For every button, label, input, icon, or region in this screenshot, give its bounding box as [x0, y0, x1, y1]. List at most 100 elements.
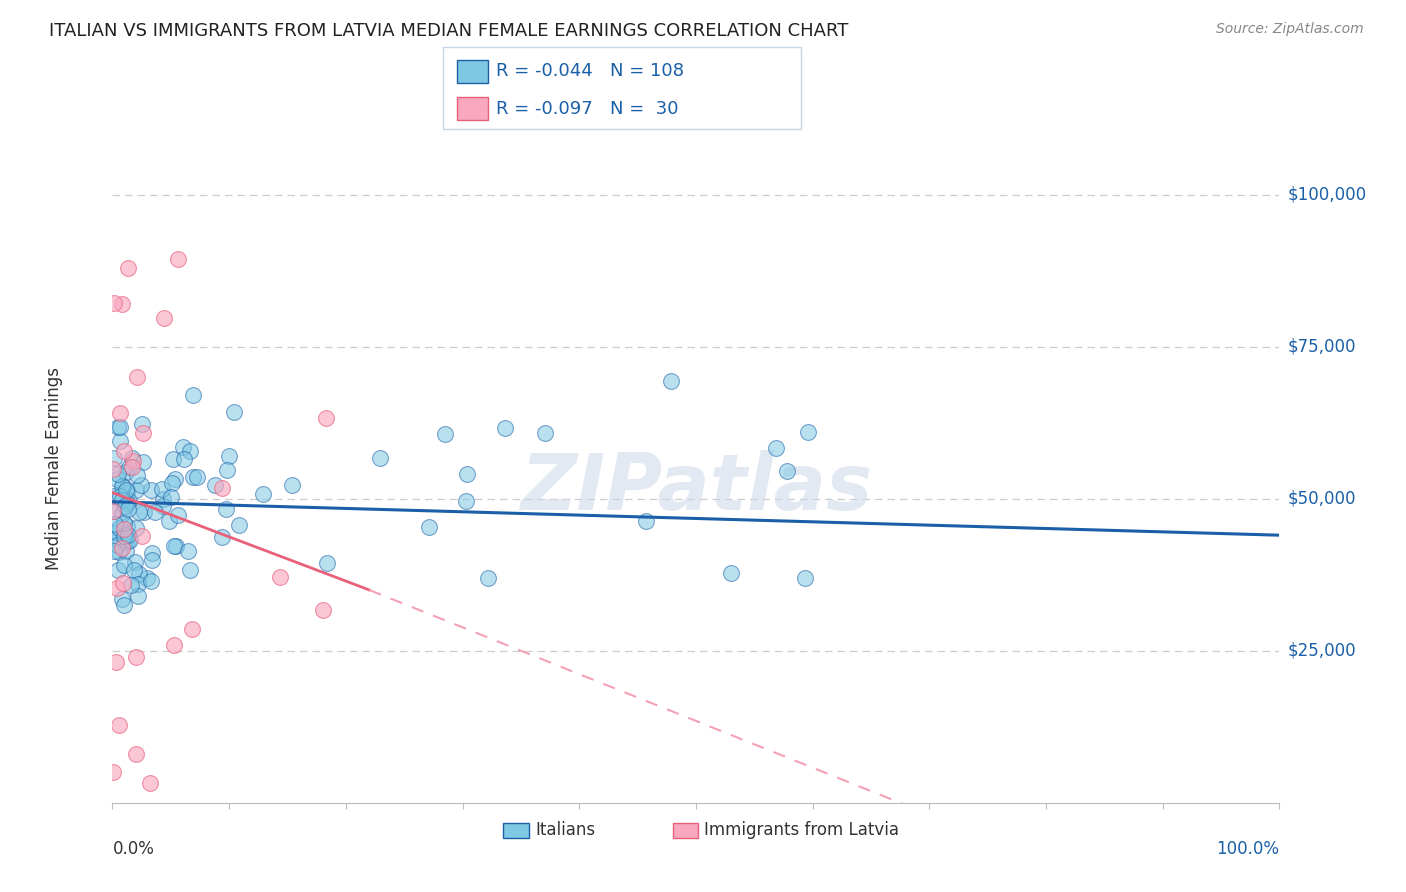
Point: [108, 434, 131, 448]
Point: [111, 541, 134, 555]
Point: [108, 406, 131, 420]
Point: [115, 483, 138, 497]
Point: [115, 484, 138, 499]
Point: [215, 463, 238, 477]
Point: [173, 452, 195, 467]
Point: [368, 450, 391, 465]
Point: [103, 504, 125, 518]
Point: [252, 487, 274, 501]
Point: [165, 539, 187, 553]
Point: [167, 252, 190, 266]
Point: [139, 574, 162, 588]
Point: [128, 566, 150, 581]
Point: [152, 492, 174, 507]
Point: [131, 417, 153, 431]
Point: [269, 570, 291, 584]
Point: [131, 425, 153, 440]
Point: [179, 563, 201, 577]
Point: [111, 297, 134, 311]
Text: $75,000: $75,000: [1288, 338, 1357, 356]
Point: [315, 411, 337, 425]
Point: [125, 483, 148, 497]
Point: [111, 507, 134, 521]
Point: [114, 525, 136, 540]
Point: [110, 490, 132, 504]
Point: [124, 555, 146, 569]
Point: [121, 450, 143, 465]
Point: [456, 494, 478, 508]
Point: [122, 454, 145, 468]
Point: [160, 490, 183, 504]
Point: [111, 492, 134, 507]
Point: [114, 499, 136, 513]
Point: [117, 260, 139, 275]
Point: [312, 603, 335, 617]
Point: [659, 374, 682, 388]
Point: [101, 503, 124, 517]
Point: [186, 470, 208, 484]
Point: [117, 534, 139, 549]
FancyBboxPatch shape: [672, 823, 699, 838]
Point: [152, 499, 174, 513]
Point: [125, 370, 148, 384]
Point: [134, 505, 156, 519]
Point: [105, 538, 128, 552]
Point: [211, 530, 233, 544]
Text: R = -0.097   N =  30: R = -0.097 N = 30: [496, 100, 679, 118]
Point: [222, 404, 245, 418]
Point: [141, 553, 163, 567]
Point: [162, 451, 184, 466]
Point: [107, 467, 129, 481]
Point: [112, 529, 135, 543]
Text: R = -0.044   N = 108: R = -0.044 N = 108: [496, 62, 685, 80]
Point: [181, 469, 204, 483]
Point: [103, 517, 125, 532]
Point: [177, 544, 200, 558]
Point: [228, 518, 250, 533]
Point: [166, 508, 188, 523]
Text: $25,000: $25,000: [1288, 641, 1357, 660]
Point: [114, 535, 136, 549]
Point: [143, 505, 166, 519]
Point: [112, 444, 135, 458]
Point: [180, 622, 202, 636]
Point: [115, 465, 138, 479]
Point: [434, 427, 457, 442]
Point: [172, 440, 194, 454]
Point: [111, 592, 134, 607]
Point: [127, 576, 149, 591]
Point: [120, 533, 142, 547]
Point: [124, 747, 146, 761]
Point: [494, 421, 516, 435]
Point: [163, 539, 186, 553]
Point: [103, 489, 125, 503]
Point: [117, 527, 139, 541]
Point: [112, 516, 135, 531]
Point: [215, 502, 238, 516]
Point: [125, 521, 148, 535]
Point: [131, 529, 153, 543]
Point: [135, 572, 157, 586]
Point: [163, 638, 186, 652]
Point: [179, 444, 201, 458]
Point: [104, 524, 127, 539]
Point: [103, 532, 125, 546]
Point: [127, 589, 149, 603]
Text: $100,000: $100,000: [1288, 186, 1367, 203]
Text: Italians: Italians: [534, 822, 595, 839]
Point: [105, 473, 128, 487]
Point: [160, 476, 183, 491]
Point: [101, 462, 124, 476]
Point: [110, 420, 132, 434]
Text: Source: ZipAtlas.com: Source: ZipAtlas.com: [1216, 22, 1364, 37]
Point: [181, 388, 204, 402]
Point: [107, 581, 129, 595]
Point: [218, 449, 240, 463]
Text: Immigrants from Latvia: Immigrants from Latvia: [704, 822, 900, 839]
Point: [104, 656, 127, 670]
Point: [112, 558, 135, 572]
Point: [112, 598, 135, 612]
Point: [115, 519, 138, 533]
Point: [634, 514, 657, 528]
Point: [797, 425, 820, 440]
